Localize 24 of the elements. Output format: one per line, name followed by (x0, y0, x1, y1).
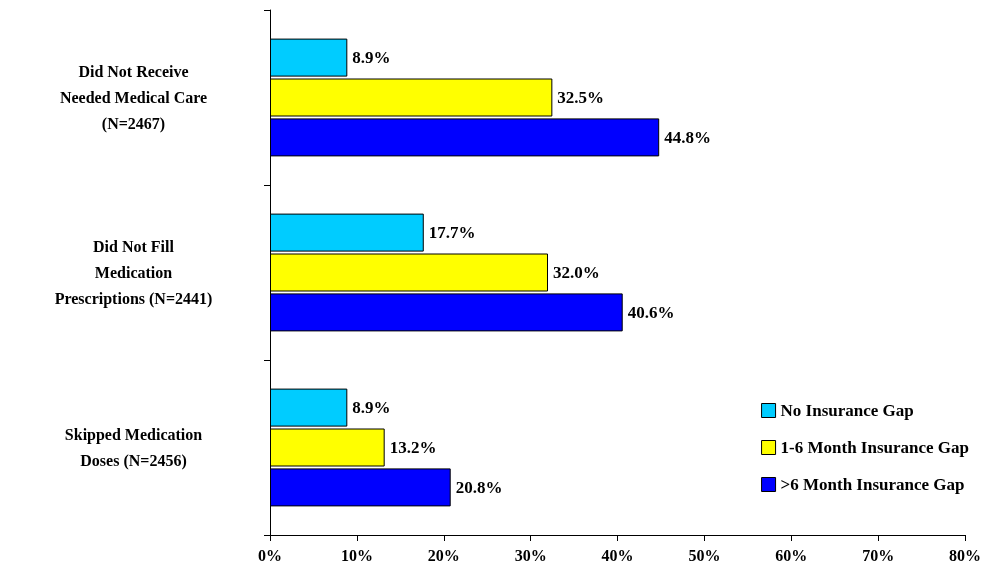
y-tick-label: Did Not Fill Medication Prescriptions (N=2441) (54, 238, 213, 308)
x-tick-label: 50% (688, 546, 721, 564)
data-label: 32.5% (557, 88, 605, 107)
x-tick-label: 0% (258, 546, 282, 564)
x-tick-label: 80% (949, 546, 981, 564)
x-tick-label: 30% (514, 546, 547, 564)
data-label: 13.2% (389, 438, 437, 457)
legend-label: >6 Month Insurance Gap (780, 475, 965, 494)
x-tick-label: 60% (775, 546, 808, 564)
x-tick-label: 40% (601, 546, 634, 564)
y-tick-label: Did Not Receive Needed Medical Care (N=2467) (59, 63, 208, 133)
data-label: 40.6% (627, 302, 675, 322)
legend-label: No Insurance Gap (780, 401, 914, 420)
data-label: 17.7% (428, 223, 476, 243)
x-tick-label: 20% (427, 546, 460, 564)
data-label: 44.8% (664, 127, 711, 147)
data-label: 32.0% (553, 263, 600, 282)
x-tick-label: 10% (340, 546, 373, 564)
legend-label: 1-6 Month Insurance Gap (780, 438, 969, 457)
y-tick-label: Skipped Medication Doses (N=2456) (64, 426, 203, 470)
data-label: 8.9% (352, 48, 391, 68)
data-label: 20.8% (455, 477, 503, 497)
x-tick-label: 70% (862, 546, 895, 564)
data-label: 8.9% (352, 398, 391, 418)
